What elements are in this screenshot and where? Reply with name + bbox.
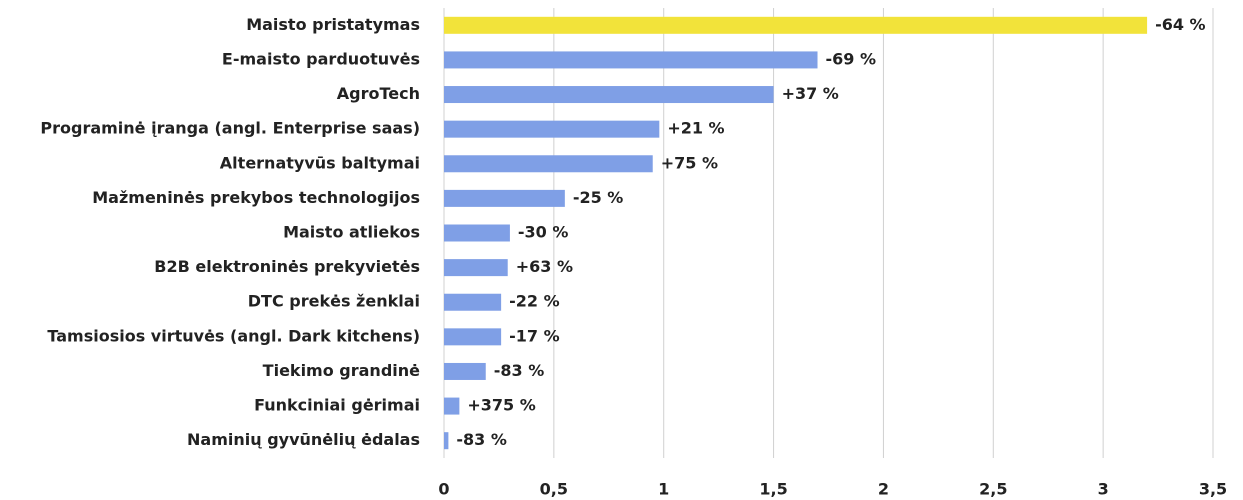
change-label: +75 % [661, 153, 718, 172]
bar [444, 328, 502, 346]
change-label: -25 % [573, 188, 624, 207]
x-tick-label: 0,5 [540, 480, 568, 499]
bar [444, 224, 510, 242]
change-label: +375 % [467, 396, 535, 415]
change-label: -22 % [509, 292, 560, 311]
change-label: +21 % [667, 119, 724, 138]
bar [444, 16, 1148, 34]
category-label: E-maisto parduotuvės [222, 49, 420, 68]
category-label: Funkciniai gėrimai [254, 396, 420, 415]
bar [444, 86, 774, 104]
bar [444, 397, 460, 415]
category-label: DTC prekės ženklai [248, 292, 420, 311]
category-label: Maisto pristatymas [246, 15, 420, 34]
x-tick-label: 2,5 [979, 480, 1007, 499]
change-label: -30 % [518, 223, 569, 242]
category-label: Tamsiosios virtuvės (angl. Dark kitchens… [47, 326, 420, 345]
change-label: -69 % [826, 49, 877, 68]
category-label: Maisto atliekos [283, 223, 420, 242]
bar [444, 155, 653, 173]
category-label: B2B elektroninės prekyvietės [154, 257, 420, 276]
category-label: Tiekimo grandinė [263, 361, 420, 380]
bar [444, 362, 486, 380]
category-label: Mažmeninės prekybos technologijos [92, 188, 420, 207]
bar [444, 293, 502, 311]
x-tick-label: 3 [1098, 480, 1109, 499]
change-label: +37 % [782, 84, 839, 103]
change-label: -17 % [509, 326, 560, 345]
bar [444, 259, 508, 277]
change-label: -64 % [1155, 15, 1206, 34]
bar [444, 432, 449, 450]
category-label: AgroTech [337, 84, 420, 103]
x-tick-label: 3,5 [1199, 480, 1227, 499]
x-tick-label: 1,5 [759, 480, 787, 499]
bar [444, 51, 818, 69]
x-tick-label: 2 [878, 480, 889, 499]
category-label: Alternatyvūs baltymai [220, 153, 420, 172]
bar [444, 189, 565, 207]
bar [444, 120, 660, 138]
category-label: Programinė įranga (angl. Enterprise saas… [40, 119, 420, 138]
change-label: -83 % [494, 361, 545, 380]
change-label: +63 % [516, 257, 573, 276]
x-tick-label: 1 [658, 480, 669, 499]
change-label: -83 % [456, 430, 507, 449]
category-label: Naminių gyvūnėlių ėdalas [187, 430, 420, 449]
x-tick-label: 0 [438, 480, 449, 499]
